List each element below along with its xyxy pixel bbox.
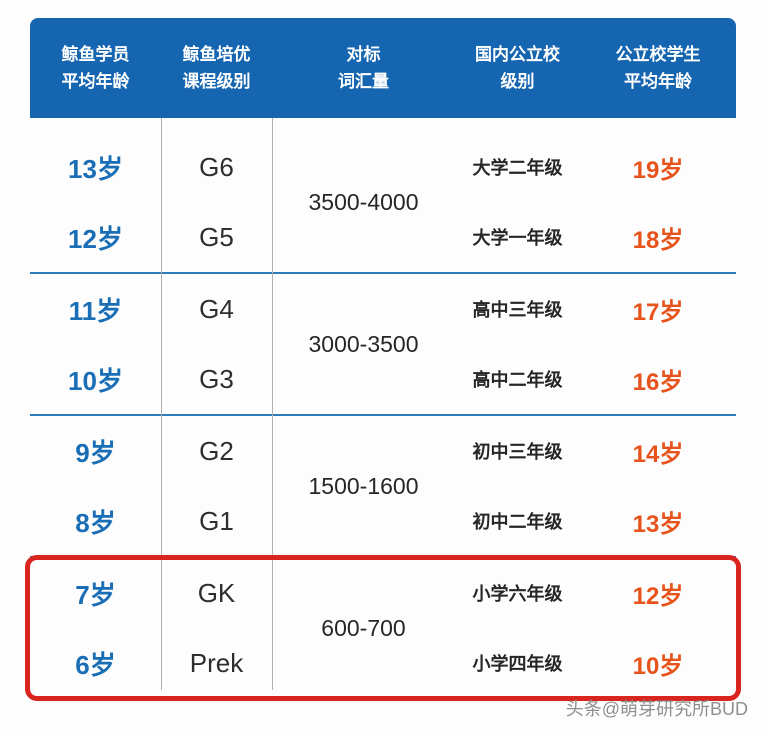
public-age-cell: 17岁 <box>632 298 684 326</box>
school-level-cell: 初中二年级 <box>472 512 563 532</box>
vocab-range-cell: 3000-3500 <box>308 330 419 357</box>
header-cell-student-age: 鲸鱼学员 平均年龄 <box>30 18 161 118</box>
header-cell-public-age: 公立校学生 平均年龄 <box>580 18 736 118</box>
header-line: 平均年龄 <box>624 72 692 91</box>
course-level-cell: G3 <box>199 363 234 394</box>
header-line: 公立校学生 <box>615 44 701 64</box>
student-age-cell: 11岁 <box>68 295 123 326</box>
group-divider <box>30 414 736 416</box>
school-level-cell: 高中三年级 <box>472 300 563 320</box>
header-line: 对标 <box>346 44 381 64</box>
public-age-cell: 10岁 <box>632 652 684 680</box>
vocab-range-cell: 3500-4000 <box>308 188 419 215</box>
public-age-cell: 14岁 <box>632 440 684 468</box>
course-level-cell: G4 <box>199 293 234 324</box>
course-level-cell: G6 <box>199 151 234 182</box>
header-cell-school-level: 国内公立校 级别 <box>455 18 580 118</box>
vocab-range-cell: 600-700 <box>321 614 406 641</box>
student-age-cell: 13岁 <box>68 153 123 184</box>
student-age-cell: 10岁 <box>68 365 123 396</box>
grade-group-highlighted: 7岁 6岁 GK Prek 600-700 小学六年级 小学四年级 12岁 10… <box>30 558 736 698</box>
student-age-cell: 7岁 <box>75 579 116 610</box>
header-line: 平均年龄 <box>61 72 130 91</box>
header-line: 词汇量 <box>338 72 389 91</box>
grade-group: 13岁 12岁 G6 G5 3500-4000 大学二年级 大学一年级 19岁 … <box>30 132 736 272</box>
school-level-cell: 大学二年级 <box>472 158 563 178</box>
school-level-cell: 高中二年级 <box>472 370 563 390</box>
school-level-cell: 初中三年级 <box>472 442 563 462</box>
watermark-text: 头条@萌芽研究所BUD <box>565 699 748 719</box>
header-line: 课程级别 <box>182 72 251 91</box>
column-divider <box>161 118 162 690</box>
table-header: 鲸鱼学员 平均年龄 鲸鱼培优 课程级别 对标 词汇量 国内公立校 级别 公立校学… <box>30 18 736 118</box>
header-line: 鲸鱼学员 <box>61 44 130 64</box>
student-age-cell: 12岁 <box>68 223 123 254</box>
course-level-cell: GK <box>197 577 236 608</box>
header-line: 级别 <box>500 72 535 91</box>
school-level-cell: 小学四年级 <box>472 654 563 674</box>
group-divider <box>30 272 736 274</box>
course-level-cell: G5 <box>199 221 234 252</box>
course-level-cell: G1 <box>199 505 234 536</box>
grade-group: 11岁 10岁 G4 G3 3000-3500 高中三年级 高中二年级 17岁 … <box>30 274 736 414</box>
public-age-cell: 13岁 <box>632 510 684 538</box>
school-level-cell: 小学六年级 <box>472 584 563 604</box>
header-line: 鲸鱼培优 <box>182 44 251 64</box>
student-age-cell: 8岁 <box>75 507 116 538</box>
grade-group: 9岁 8岁 G2 G1 1500-1600 初中三年级 初中二年级 14岁 13… <box>30 416 736 556</box>
public-age-cell: 16岁 <box>632 368 684 396</box>
table-body: 13岁 12岁 G6 G5 3500-4000 大学二年级 大学一年级 19岁 … <box>30 118 736 698</box>
public-age-cell: 12岁 <box>632 582 684 610</box>
column-divider <box>272 118 273 690</box>
student-age-cell: 6岁 <box>75 649 116 680</box>
comparison-table: 鲸鱼学员 平均年龄 鲸鱼培优 课程级别 对标 词汇量 国内公立校 级别 公立校学… <box>25 18 741 701</box>
header-cell-course-level: 鲸鱼培优 课程级别 <box>161 18 272 118</box>
header-line: 国内公立校 <box>475 44 560 64</box>
public-age-cell: 18岁 <box>632 226 684 254</box>
public-age-cell: 19岁 <box>632 156 684 184</box>
school-level-cell: 大学一年级 <box>472 228 563 248</box>
header-cell-vocab: 对标 词汇量 <box>272 18 455 118</box>
course-level-cell: Prek <box>189 647 244 678</box>
student-age-cell: 9岁 <box>75 437 116 468</box>
vocab-range-cell: 1500-1600 <box>308 472 419 499</box>
course-level-cell: G2 <box>199 435 234 466</box>
